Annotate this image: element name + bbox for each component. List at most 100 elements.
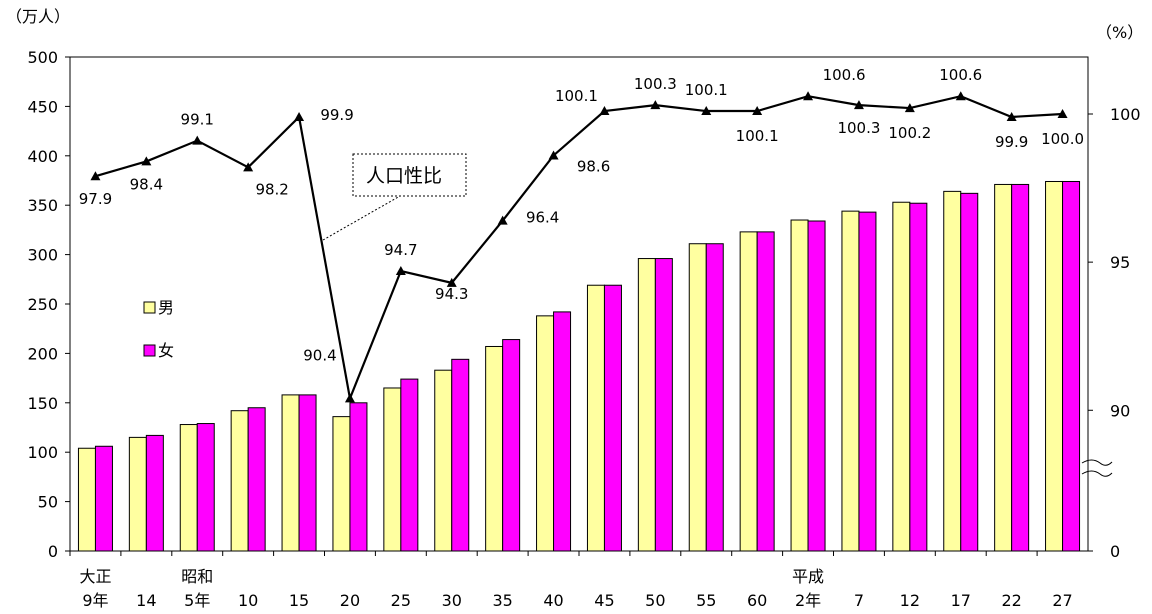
sex-ratio-marker: [955, 91, 966, 101]
x-year-label: 55: [696, 591, 716, 610]
bar-male: [790, 219, 809, 552]
x-year-label: 50: [645, 591, 665, 610]
bar-male: [688, 243, 707, 552]
sex-ratio-marker: [243, 162, 254, 172]
bar-male: [485, 345, 504, 552]
sex-ratio-label: 100.1: [736, 127, 779, 145]
bar-male: [332, 416, 351, 552]
sex-ratio-marker: [141, 156, 152, 166]
sex-ratio-label: 100.3: [837, 119, 880, 137]
left-tick-label: 100: [27, 443, 58, 462]
x-year-label: 2年: [795, 591, 821, 610]
bar-female: [145, 434, 164, 552]
legend-label-male: 男: [158, 298, 174, 317]
x-year-label: 40: [543, 591, 563, 610]
right-tick-label: 90: [1110, 401, 1130, 420]
sex-ratio-marker: [752, 106, 763, 116]
x-year-label: 60: [747, 591, 767, 610]
x-year-label: 15: [289, 591, 309, 610]
x-year-label: 14: [136, 591, 156, 610]
sex-ratio-marker: [853, 100, 864, 110]
x-era-label: 昭和: [181, 567, 213, 586]
bar-male: [77, 447, 96, 552]
sex-ratio-label: 99.9: [320, 106, 353, 124]
x-year-label: 22: [1001, 591, 1021, 610]
x-year-label: 35: [492, 591, 512, 610]
legend-label-female: 女: [158, 341, 174, 360]
bar-male: [281, 394, 300, 552]
sex-ratio-label: 94.7: [384, 241, 417, 259]
sex-ratio-label: 100.6: [939, 66, 982, 84]
sex-ratio-marker: [446, 277, 457, 287]
x-year-label: 30: [442, 591, 462, 610]
bar-female: [94, 445, 113, 552]
x-year-label: 12: [900, 591, 920, 610]
bar-male: [841, 210, 860, 552]
left-tick-label: 500: [27, 48, 58, 67]
sex-ratio-label: 90.4: [303, 346, 336, 364]
left-tick-label: 150: [27, 394, 58, 413]
bar-female: [1011, 183, 1030, 552]
sex-ratio-marker: [192, 135, 203, 145]
sex-ratio-label: 100.2: [888, 124, 931, 142]
sex-ratio-label: 98.4: [130, 175, 163, 193]
callout-label: 人口性比: [366, 165, 442, 187]
sex-ratio-label: 100.3: [634, 75, 677, 93]
x-era-label: 大正: [79, 567, 111, 586]
legend-swatch-female: [143, 344, 156, 357]
sex-ratio-label: 98.2: [255, 180, 288, 198]
right-tick-label: 100: [1110, 105, 1141, 124]
bar-female: [858, 211, 877, 552]
sex-ratio-marker: [497, 215, 508, 225]
bar-female: [298, 394, 317, 552]
sex-ratio-marker: [90, 171, 101, 181]
bar-female: [756, 231, 775, 552]
bar-female: [807, 220, 826, 552]
bar-female: [1062, 180, 1081, 552]
sex-ratio-marker: [294, 111, 305, 121]
sex-ratio-polyline: [95, 95, 1063, 403]
left-tick-label: 300: [27, 246, 58, 265]
bar-male: [128, 436, 147, 552]
left-tick-label: 50: [38, 493, 58, 512]
sex-ratio-label: 96.4: [526, 209, 559, 227]
left-tick-label: 200: [27, 344, 58, 363]
bar-female: [909, 202, 928, 552]
bar-female: [247, 407, 266, 552]
bar-female: [654, 258, 673, 552]
right-tick-label: 95: [1110, 253, 1130, 272]
bar-series: [69, 180, 1081, 556]
bar-male: [892, 201, 911, 552]
bar-female: [960, 192, 979, 552]
sex-ratio-label: 100.1: [685, 81, 728, 99]
sex-ratio-labels: 97.9 98.4 99.1 98.2 99.9 90.4 94.7 94.3 96.4 98.6…: [79, 66, 1084, 364]
bar-female: [400, 378, 419, 552]
sex-ratio-marker: [599, 106, 610, 116]
x-year-label: 25: [391, 591, 411, 610]
bar-female: [553, 311, 572, 552]
bar-male: [586, 284, 605, 552]
plot-area: [69, 56, 1089, 552]
sex-ratio-marker: [395, 266, 406, 276]
sex-ratio-marker: [344, 393, 355, 403]
left-axis-ticks: 0 50 100 150 200 250 300 350 400 450 500: [27, 48, 70, 561]
bar-female: [196, 423, 215, 552]
x-year-label: 9年: [82, 591, 108, 610]
x-year-label: 20: [340, 591, 360, 610]
left-tick-label: 400: [27, 147, 58, 166]
x-year-label: 45: [594, 591, 614, 610]
x-year-label: 7: [854, 591, 864, 610]
bar-female: [705, 243, 724, 552]
x-era-label: 平成: [792, 567, 824, 586]
x-axis-labels: 大正 9年 14 昭和 5年 10 15 20 25 30 35 40 45 50 55 60 平成 2年 7 12 1…: [79, 567, 1072, 610]
legend: 男 女: [143, 298, 174, 360]
bar-male: [434, 369, 453, 552]
sex-ratio-marker: [1006, 111, 1017, 121]
right-tick-label: 0: [1110, 542, 1120, 561]
bar-female: [502, 339, 521, 552]
bar-female: [451, 358, 470, 552]
right-axis-break: [1081, 459, 1113, 477]
x-year-label: 5年: [184, 591, 210, 610]
bar-male: [179, 424, 198, 552]
